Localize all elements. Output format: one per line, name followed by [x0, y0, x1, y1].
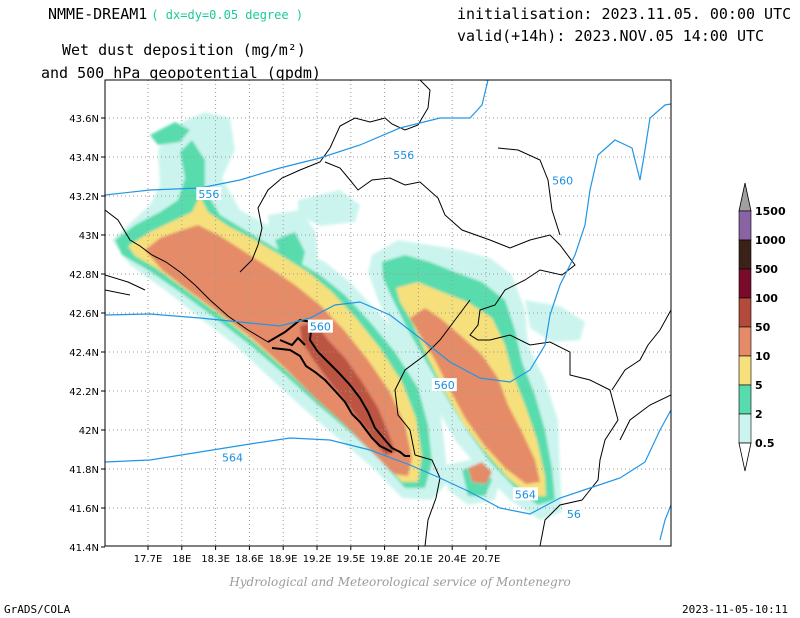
lon-tick-label: 18.9E: [269, 554, 298, 565]
legend-label: 0.5: [755, 437, 775, 450]
legend-label: 2: [755, 408, 763, 421]
credit-line: Hydrological and Meteorological service …: [229, 575, 571, 589]
lon-tick-label: 20.4E: [438, 554, 467, 565]
lon-tick-label: 20.7E: [472, 554, 501, 565]
contour-label: 56: [567, 508, 581, 521]
colorbar-legend: 1500 1000 500 100 50 10 5 2 0.5: [738, 182, 786, 472]
legend-label: 500: [755, 263, 778, 276]
lat-tick-label: 42.4N: [69, 348, 99, 359]
geopotential-contours: [105, 80, 671, 541]
contour-560: [105, 103, 671, 383]
legend-label: 100: [755, 292, 778, 305]
variable-title-line1: Wet dust deposition (mg/m²): [62, 41, 306, 59]
legend-swatch: [738, 384, 752, 415]
lat-tick-label: 41.4N: [69, 543, 99, 554]
legend-label: 1000: [755, 234, 786, 247]
legend-label: 5: [755, 379, 763, 392]
legend-swatch: [738, 297, 752, 328]
contour-label: 564: [222, 451, 243, 464]
contour-label-bg: [196, 187, 222, 201]
lat-tick-label: 43N: [79, 231, 99, 242]
legend-swatch: [738, 413, 752, 444]
contour-label: 560: [552, 174, 573, 187]
contour-label: 556: [198, 188, 219, 201]
lon-tick-label: 20.1E: [404, 554, 433, 565]
contour-labels: 556 556 560 560 560 564 564 56: [196, 148, 583, 521]
render-timestamp: 2023-11-05-10:11: [682, 603, 788, 616]
contour-label: 556: [393, 149, 414, 162]
legend-swatch: [738, 239, 752, 270]
lat-tick-label: 41.6N: [69, 504, 99, 515]
legend-label: 50: [755, 321, 771, 334]
contour-556: [105, 80, 489, 196]
valid-time: valid(+14h): 2023.NOV.05 14:00 UTC: [457, 27, 765, 45]
lon-tick-label: 18.6E: [235, 554, 264, 565]
contour-56x: [659, 504, 671, 541]
legend-swatch: [738, 268, 752, 299]
legend-label: 10: [755, 350, 771, 363]
legend-arrow-bottom: [738, 442, 752, 472]
legend-swatch: [738, 326, 752, 357]
variable-title-line2: and 500 hPa geopotential (gpdm): [41, 64, 321, 82]
lon-tick-label: 19.5E: [337, 554, 366, 565]
legend-arrow-top: [738, 182, 752, 212]
map-axes: 17.7E 18E 18.3E 18.6E 18.9E 19.2E 19.5E 19.8E 20…: [69, 114, 500, 565]
contour-label-bg: [512, 487, 538, 501]
lat-tick-label: 42N: [79, 426, 99, 437]
lon-tick-label: 17.7E: [134, 554, 163, 565]
contour-label: 564: [515, 488, 536, 501]
contour-label-bg: [307, 319, 333, 333]
lon-tick-label: 19.8E: [370, 554, 399, 565]
contour-label: 560: [434, 379, 455, 392]
initialisation-time: initialisation: 2023.11.05. 00:00 UTC: [457, 5, 792, 23]
deposition-level-10: [145, 225, 540, 484]
legend-swatch: [738, 210, 752, 241]
country-borders: [105, 80, 671, 546]
lat-tick-label: 42.6N: [69, 309, 99, 320]
lat-tick-label: 41.8N: [69, 465, 99, 476]
lon-tick-label: 19.2E: [303, 554, 332, 565]
contour-label-bg: [550, 173, 576, 187]
contour-label-bg: [431, 378, 457, 392]
lat-tick-label: 43.4N: [69, 153, 99, 164]
lon-tick-label: 18E: [172, 554, 191, 565]
lat-tick-label: 42.2N: [69, 387, 99, 398]
legend-swatch: [738, 355, 752, 386]
contour-564: [105, 409, 671, 515]
lat-tick-label: 43.6N: [69, 114, 99, 125]
software-tag: GrADS/COLA: [4, 603, 71, 616]
grid-resolution: ( dx=dy=0.05 degree ): [151, 8, 304, 22]
legend-label: 1500: [755, 205, 786, 218]
lat-tick-label: 43.2N: [69, 192, 99, 203]
contour-label-bg: [220, 450, 245, 464]
contour-label-bg: [564, 506, 583, 520]
contour-label-bg: [391, 148, 417, 162]
lat-tick-label: 42.8N: [69, 270, 99, 281]
model-title: NMME-DREAM1( dx=dy=0.05 degree ): [48, 5, 304, 23]
lon-tick-label: 18.3E: [201, 554, 230, 565]
contour-label: 560: [310, 321, 331, 334]
